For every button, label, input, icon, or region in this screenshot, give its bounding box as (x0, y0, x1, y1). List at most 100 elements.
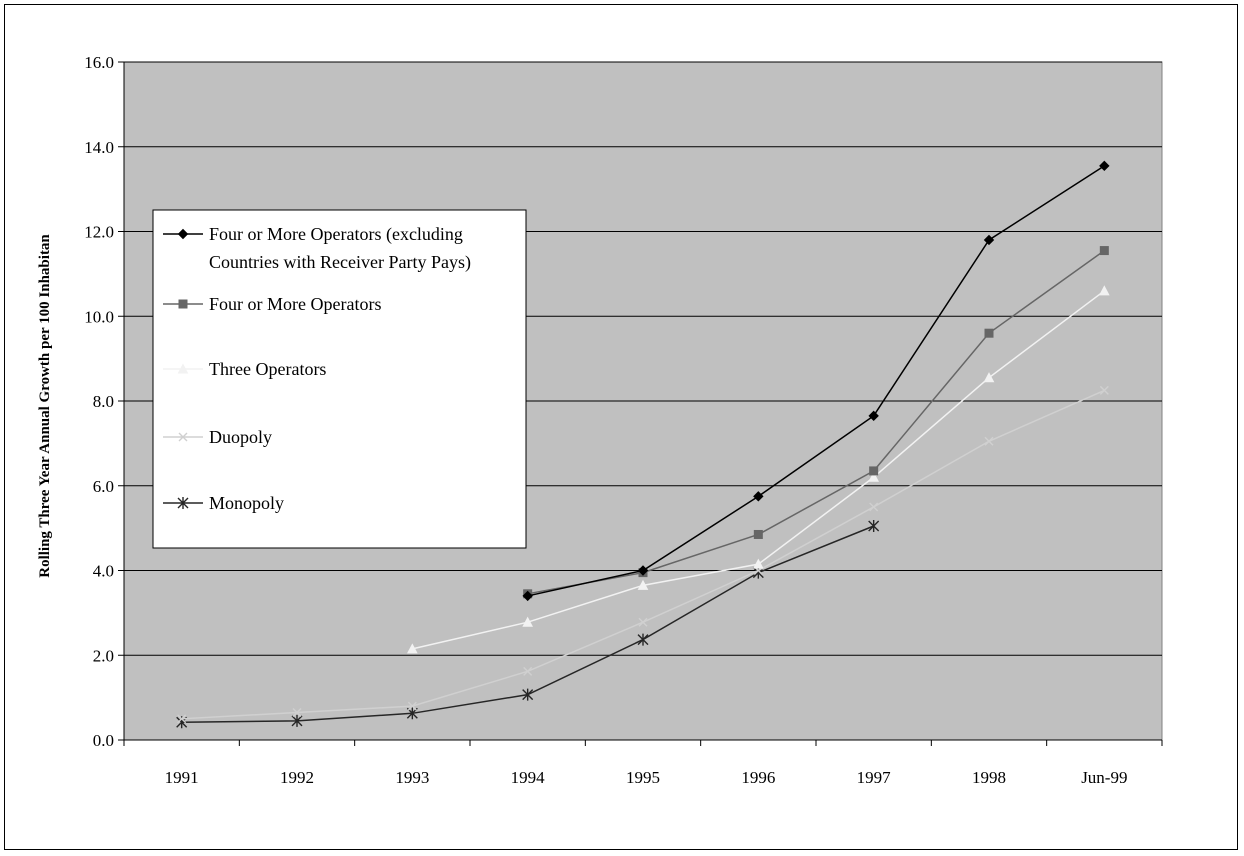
data-point (1099, 285, 1110, 296)
star-marker (522, 688, 534, 701)
series-2 (407, 285, 1110, 654)
x-tick-label: 1998 (972, 768, 1006, 787)
y-tick-label: 8.0 (93, 392, 114, 411)
legend-marker (177, 363, 189, 374)
legend-box (152, 209, 527, 549)
legend-label: Three Operators (209, 359, 326, 379)
x-tick-label: 1993 (395, 768, 429, 787)
y-tick-label: 2.0 (93, 646, 114, 665)
square-marker (1099, 246, 1109, 256)
triangle-marker (1099, 285, 1110, 296)
data-point (1099, 246, 1109, 256)
legend-marker (178, 299, 188, 309)
data-point (983, 372, 995, 383)
data-point (522, 616, 533, 627)
x-tick-label: 1995 (626, 768, 660, 787)
legend-item: Monopoly (163, 493, 284, 513)
data-point (868, 520, 880, 533)
data-point (407, 701, 417, 711)
diamond-marker (177, 228, 189, 240)
legend-label: Monopoly (209, 493, 284, 513)
data-point (637, 565, 649, 576)
legend-marker (178, 432, 188, 442)
data-point (984, 328, 994, 338)
y-tick-label: 12.0 (84, 223, 114, 242)
star-marker (868, 520, 880, 533)
y-tick-label: 4.0 (93, 562, 114, 581)
legend: Four or More Operators (excluding Countri… (152, 209, 527, 549)
legend-label: Four or More Operators (excluding (209, 224, 463, 245)
data-point (869, 466, 879, 476)
star-marker (291, 714, 303, 727)
star-marker (177, 497, 189, 509)
legend-item: Three Operators (163, 359, 326, 379)
x-marker (178, 432, 188, 442)
data-point (638, 617, 648, 627)
diamond-marker (522, 590, 533, 602)
square-marker (178, 299, 188, 309)
x-marker (407, 701, 417, 711)
triangle-marker (983, 372, 995, 383)
legend-label: Duopoly (209, 427, 272, 447)
triangle-marker (407, 643, 418, 654)
legend-item: Duopoly (163, 427, 272, 447)
legend-item: Four or More Operators (excluding Countri… (163, 224, 471, 273)
data-point (292, 707, 302, 717)
y-axis-title: Rolling Three Year Annual Growth per 100… (37, 234, 53, 578)
data-point (868, 410, 879, 422)
data-point (1099, 160, 1110, 172)
y-tick-label: 6.0 (93, 477, 114, 496)
data-point (523, 666, 533, 676)
x-tick-label: 1996 (741, 768, 775, 787)
star-marker (637, 633, 649, 646)
data-point (637, 579, 649, 590)
x-marker (523, 666, 533, 676)
data-point (753, 558, 764, 569)
diamond-marker (983, 234, 995, 246)
square-marker (984, 328, 994, 338)
triangle-marker (868, 471, 879, 482)
legend-marker (177, 497, 189, 509)
diamond-marker (868, 410, 879, 422)
data-point (407, 643, 418, 654)
data-point (984, 436, 994, 446)
triangle-marker (522, 616, 533, 627)
square-marker (869, 466, 879, 476)
data-point (753, 529, 763, 539)
data-point (983, 234, 995, 246)
data-point (291, 714, 303, 727)
series-line (527, 249, 1105, 595)
diamond-marker (637, 565, 649, 576)
square-marker (753, 529, 763, 539)
series-line (527, 165, 1105, 597)
legend-item: Four or More Operators (163, 294, 381, 314)
x-marker (638, 617, 648, 627)
legend-label: Countries with Receiver Party Pays) (209, 252, 471, 273)
data-point (522, 688, 534, 701)
y-tick-label: 14.0 (84, 138, 114, 157)
x-tick-label: 1991 (165, 768, 199, 787)
x-tick-label: 1992 (280, 768, 314, 787)
x-tick-label: 1994 (511, 768, 546, 787)
triangle-marker (177, 363, 189, 374)
legend-marker (177, 228, 189, 240)
legend-label: Four or More Operators (209, 294, 381, 314)
series-0 (522, 160, 1110, 602)
y-tick-label: 16.0 (84, 53, 114, 72)
x-marker (984, 436, 994, 446)
x-tick-label: 1997 (857, 768, 892, 787)
x-marker (869, 502, 879, 512)
series-3 (177, 385, 1109, 724)
data-point (1099, 385, 1109, 395)
x-marker (292, 707, 302, 717)
diamond-marker (753, 491, 764, 502)
data-point (177, 714, 187, 724)
data-point (753, 491, 764, 502)
data-point (869, 502, 879, 512)
triangle-marker (753, 558, 764, 569)
data-point (637, 633, 649, 646)
data-point (522, 590, 533, 602)
triangle-marker (637, 579, 649, 590)
diamond-marker (1099, 160, 1110, 172)
data-point (868, 471, 879, 482)
